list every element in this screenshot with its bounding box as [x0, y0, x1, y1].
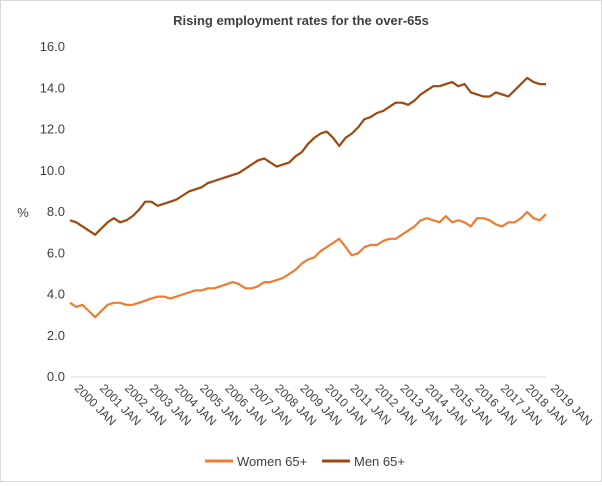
y-tick-label: 10.0 — [40, 163, 65, 178]
legend-label-women: Women 65+ — [237, 454, 307, 469]
y-axis-label: % — [17, 205, 29, 220]
y-tick-label: 8.0 — [47, 204, 65, 219]
series-line-men — [69, 76, 546, 236]
series-layer — [69, 76, 547, 319]
y-tick-label: 0.0 — [47, 369, 65, 384]
y-tick-label: 12.0 — [40, 122, 65, 137]
y-tick-label: 6.0 — [47, 245, 65, 260]
y-axis-ticks: 0.0 2.0 4.0 6.0 8.0 10.0 12.0 14.0 16.0 — [40, 39, 65, 384]
series-line-women — [69, 210, 547, 319]
legend: Women 65+ Men 65+ — [205, 454, 405, 469]
chart-title: Rising employment rates for the over-65s — [173, 13, 429, 28]
legend-label-men: Men 65+ — [354, 454, 405, 469]
legend-item-men: Men 65+ — [322, 454, 405, 469]
y-tick-label: 16.0 — [40, 39, 65, 54]
y-tick-label: 2.0 — [47, 328, 65, 343]
legend-item-women: Women 65+ — [205, 454, 307, 469]
y-tick-label: 14.0 — [40, 80, 65, 95]
y-tick-label: 4.0 — [47, 287, 65, 302]
